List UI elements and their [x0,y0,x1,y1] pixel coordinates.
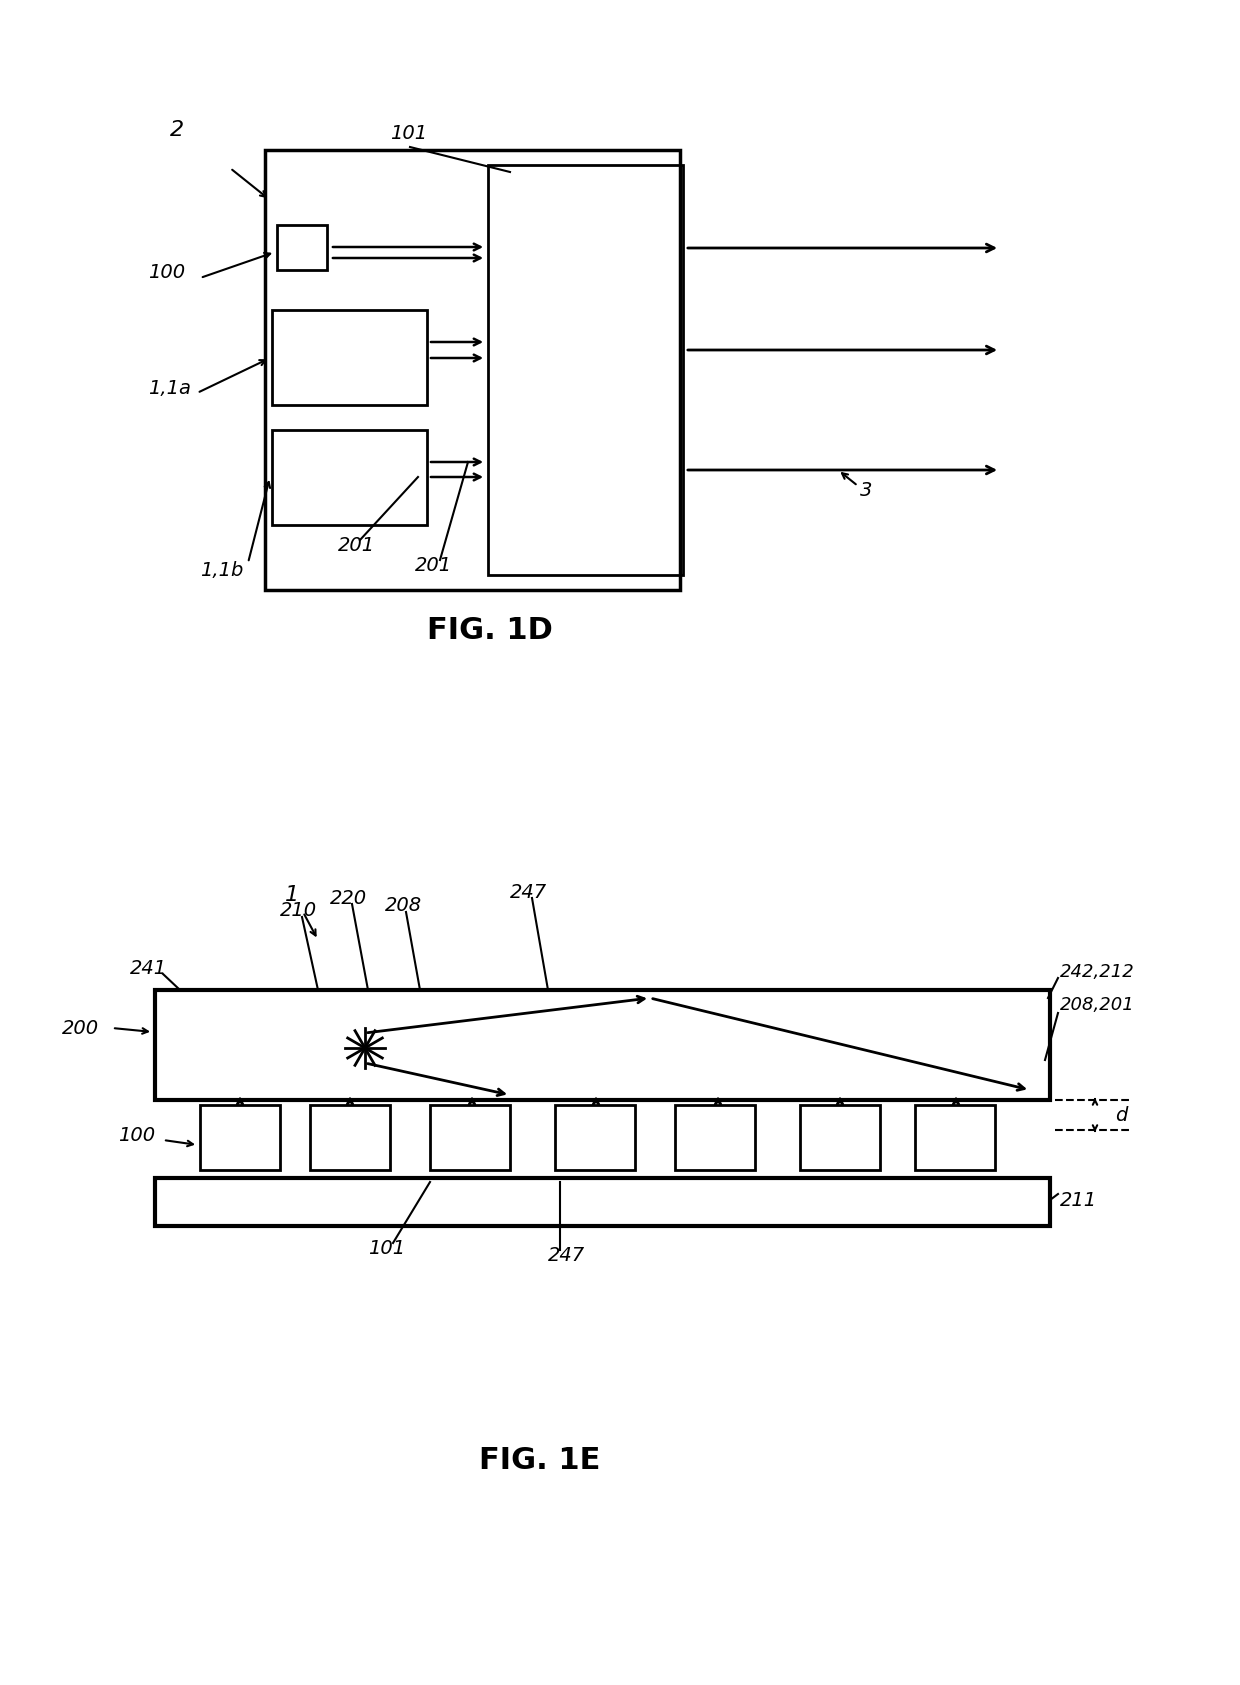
Bar [155,1178,1050,1227]
Text: 100: 100 [148,263,185,281]
Text: FIG. 1D: FIG. 1D [427,615,553,644]
Text: 200: 200 [62,1018,99,1038]
Bar [277,226,327,270]
Text: 2: 2 [170,120,184,140]
Bar [915,1105,994,1169]
Text: 1,1a: 1,1a [148,379,191,398]
Text: 208: 208 [384,895,422,915]
Bar [675,1105,755,1169]
Bar [272,430,427,526]
Text: 201: 201 [415,556,453,575]
Bar [489,165,683,575]
Bar [556,1105,635,1169]
Text: 220: 220 [330,888,367,908]
Text: 242,212: 242,212 [1060,964,1135,981]
Text: 247: 247 [510,883,547,901]
Text: 3: 3 [861,480,873,499]
Bar [200,1105,280,1169]
Bar [272,310,427,404]
Text: 201: 201 [339,536,376,554]
Bar [430,1105,510,1169]
Text: 211: 211 [1060,1191,1097,1210]
Text: 241: 241 [130,959,167,977]
Bar [265,150,680,590]
Text: 210: 210 [280,900,317,920]
Text: 247: 247 [548,1245,585,1264]
Bar [310,1105,391,1169]
Text: 101: 101 [368,1238,405,1257]
Text: FIG. 1E: FIG. 1E [480,1446,600,1474]
Text: d: d [1115,1105,1127,1124]
Bar [155,991,1050,1100]
Text: 1,1b: 1,1b [200,561,243,580]
Text: 208,201: 208,201 [1060,996,1135,1014]
Text: 101: 101 [391,123,427,143]
Text: 1: 1 [285,885,299,905]
Bar [800,1105,880,1169]
Text: 100: 100 [118,1126,155,1144]
